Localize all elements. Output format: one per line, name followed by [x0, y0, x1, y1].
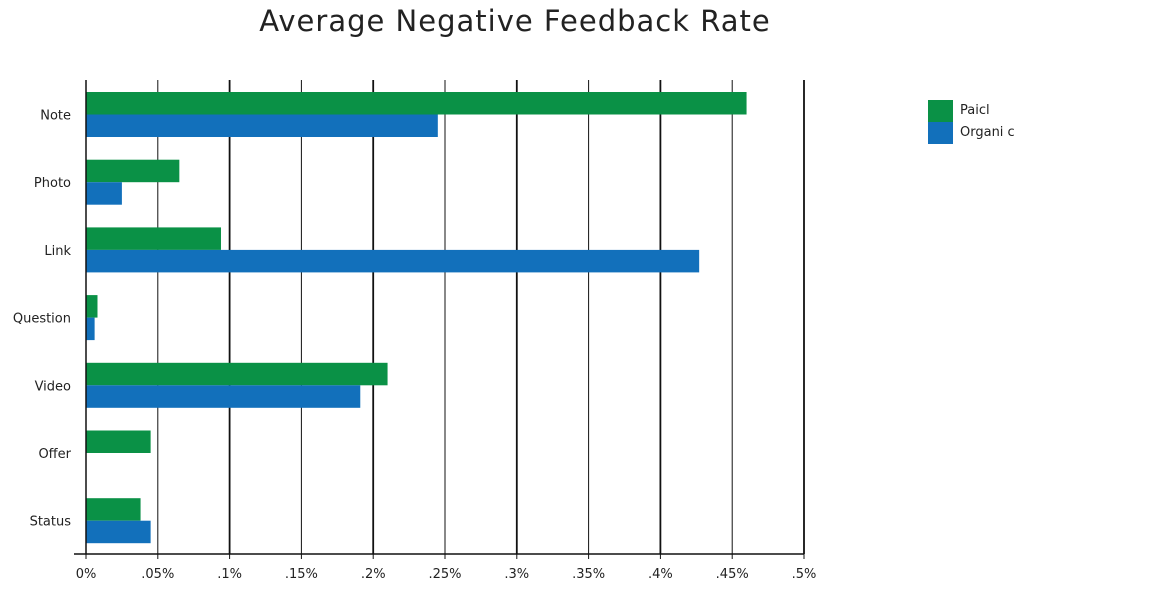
legend: Paicl Organi c — [928, 99, 1015, 144]
axes — [74, 80, 805, 559]
legend-label-organic: Organi c — [960, 125, 1015, 140]
category-label-offer: Offer — [38, 447, 71, 462]
x-tick-label-5: .25% — [428, 567, 461, 582]
gridlines — [157, 80, 805, 554]
category-label-note: Note — [40, 109, 71, 124]
labels: 0% .05% .1% .15% .2% .25% .3% .35% .4% .45% .5% Not… — [13, 109, 817, 583]
x-tick-label-8: .4% — [648, 567, 673, 582]
category-label-link: Link — [44, 244, 71, 259]
bar-organic-link — [86, 249, 700, 273]
legend-label-paid: Paicl — [960, 103, 990, 118]
bar-paid-photo — [86, 159, 180, 183]
x-tick-label-3: .15% — [285, 567, 318, 582]
bar-organic-question — [86, 317, 95, 341]
bar-organic-status — [86, 520, 151, 544]
category-label-video: Video — [35, 379, 71, 394]
legend-item-organic: Organi c — [928, 121, 1015, 144]
legend-swatch-organic — [928, 121, 953, 144]
x-tick-label-9: .45% — [716, 567, 749, 582]
category-label-status: Status — [30, 515, 72, 530]
bar-paid-offer — [86, 430, 151, 453]
bars — [86, 92, 747, 544]
bar-organic-photo — [86, 182, 122, 205]
x-tick-label-2: .1% — [217, 567, 242, 582]
chart-title: Average Negative Feedback Rate — [259, 4, 771, 38]
legend-item-paid: Paicl — [928, 99, 1015, 122]
bar-organic-note — [86, 114, 438, 137]
legend-swatch-paid — [928, 99, 953, 122]
bar-organic-video — [86, 385, 361, 408]
bar-paid-question — [86, 295, 98, 318]
x-tick-label-0: 0% — [76, 567, 97, 582]
x-tick-label-1: .05% — [141, 567, 174, 582]
bar-paid-link — [86, 227, 221, 250]
bar-paid-status — [86, 498, 141, 521]
x-tick-label-6: .3% — [504, 567, 529, 582]
category-label-question: Question — [13, 312, 71, 327]
x-tick-label-7: .35% — [572, 567, 605, 582]
bar-paid-video — [86, 362, 388, 386]
x-tick-label-4: .2% — [361, 567, 386, 582]
x-tick-label-10: .5% — [792, 567, 817, 582]
bar-paid-note — [86, 92, 747, 115]
category-label-photo: Photo — [34, 176, 71, 191]
